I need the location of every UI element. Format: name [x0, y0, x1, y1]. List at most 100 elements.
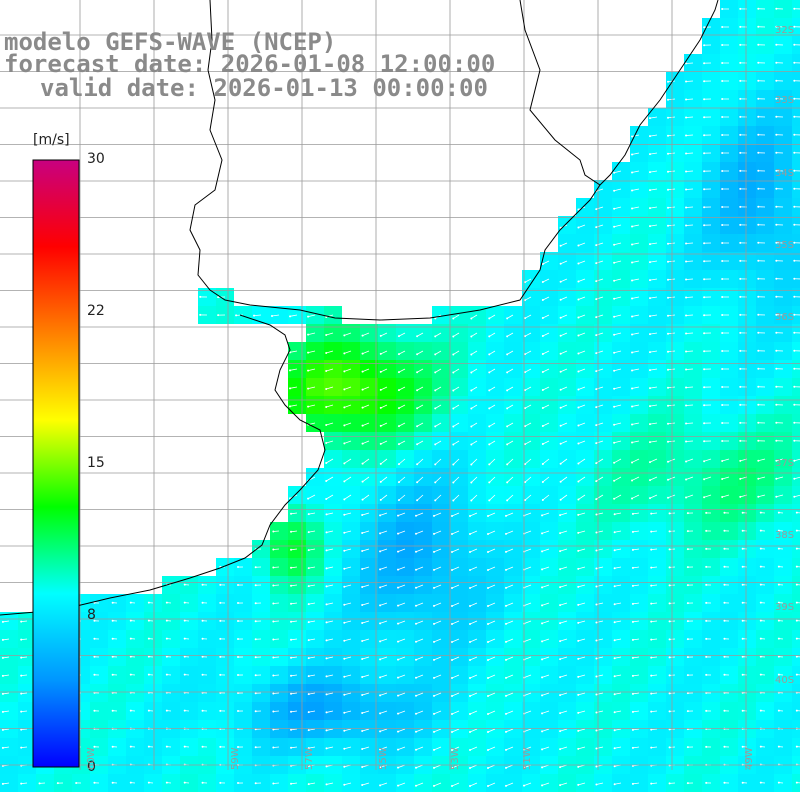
wind-arrow-head	[721, 7, 724, 10]
wind-arrow	[632, 728, 640, 731]
wind-arrow	[614, 602, 622, 605]
wind-arrow-head	[272, 656, 275, 659]
wind-arrow-head	[524, 299, 527, 302]
wind-arrow	[416, 458, 424, 465]
lat-label: 33S	[775, 95, 795, 106]
wind-arrow-head	[541, 298, 544, 301]
wind-arrow	[632, 530, 640, 533]
wind-arrow-head	[469, 694, 471, 697]
wind-arrow-head	[703, 296, 706, 299]
wind-arrow-head	[793, 133, 796, 136]
wind-arrow	[326, 350, 334, 354]
wind-arrow-head	[487, 532, 490, 535]
wind-arrow	[631, 476, 640, 481]
wind-arrow-head	[559, 748, 562, 751]
wind-arrow-head	[237, 692, 240, 695]
wind-arrow-head	[397, 499, 400, 502]
wind-arrow	[344, 656, 352, 660]
wind-arrow-head	[777, 511, 780, 514]
wind-arrow-head	[759, 601, 762, 604]
wind-arrow	[649, 206, 658, 209]
wind-arrow	[631, 350, 640, 353]
wind-arrow	[487, 710, 496, 715]
wind-arrow	[505, 584, 514, 589]
wind-arrow-head	[93, 655, 96, 658]
wind-arrow-head	[739, 7, 742, 10]
wind-arrow-head	[1, 782, 4, 785]
wind-arrow-head	[613, 297, 616, 300]
wind-arrow	[667, 188, 676, 191]
wind-arrow	[290, 638, 298, 641]
wind-arrow	[344, 602, 352, 606]
wind-arrow-head	[757, 241, 760, 244]
wind-arrow-head	[183, 745, 186, 748]
wind-arrow-head	[705, 583, 708, 586]
wind-arrow	[506, 440, 514, 445]
wind-arrow-head	[307, 693, 310, 696]
wind-arrow	[541, 674, 550, 678]
wind-arrow	[523, 620, 532, 625]
wind-arrow	[487, 638, 496, 643]
wind-arrow-head	[667, 260, 670, 263]
wind-arrow-head	[795, 601, 798, 604]
wind-arrow	[433, 746, 442, 751]
wind-arrow-head	[379, 462, 382, 465]
wind-arrow	[506, 368, 514, 373]
wind-arrow-head	[505, 712, 508, 715]
wind-arrow	[487, 620, 496, 625]
wind-arrow-head	[595, 729, 598, 732]
wind-arrow	[667, 368, 676, 371]
wind-arrow-head	[469, 550, 471, 553]
wind-arrow-head	[721, 97, 724, 100]
wind-arrow	[2, 782, 10, 785]
wind-arrow	[631, 314, 640, 317]
wind-arrow	[649, 458, 658, 463]
wind-arrow	[631, 206, 640, 209]
wind-arrow	[560, 512, 568, 516]
wind-arrow	[362, 530, 370, 534]
wind-arrow-head	[595, 424, 598, 427]
wind-arrow	[453, 494, 460, 501]
wind-arrow-head	[613, 497, 616, 500]
wind-arrow-head	[487, 748, 490, 751]
wind-arrow-head	[379, 604, 382, 607]
wind-arrow-head	[397, 568, 400, 571]
wind-arrow-head	[793, 477, 796, 480]
wind-arrow-head	[434, 499, 437, 502]
wind-arrow-head	[595, 406, 598, 409]
wind-arrow-head	[668, 674, 671, 677]
wind-arrow	[489, 314, 496, 319]
border-brazil-uruguay	[519, 0, 601, 186]
wind-arrow	[416, 368, 424, 373]
wind-arrow-head	[559, 712, 562, 715]
wind-arrow	[433, 584, 442, 589]
wind-arrow-head	[452, 371, 455, 374]
wind-arrow	[453, 314, 460, 319]
wind-arrow-head	[631, 620, 634, 623]
wind-arrow-head	[147, 709, 150, 712]
wind-arrow	[614, 674, 622, 677]
wind-arrow	[380, 476, 388, 483]
wind-arrow-head	[290, 692, 293, 695]
wind-arrow-head	[272, 566, 275, 569]
wind-arrow	[453, 476, 460, 483]
wind-arrow	[578, 494, 586, 500]
wind-arrow-head	[254, 692, 257, 695]
wind-arrow	[434, 476, 442, 483]
wind-arrow-head	[433, 532, 436, 535]
wind-arrow-head	[721, 151, 724, 154]
wind-arrow-head	[434, 389, 437, 392]
wind-arrow	[398, 404, 406, 409]
wind-arrow	[290, 782, 298, 785]
wind-arrow	[560, 710, 568, 714]
wind-arrow	[578, 422, 586, 426]
wind-arrow	[344, 548, 352, 552]
wind-arrow-head	[397, 353, 400, 356]
wind-arrow-head	[577, 783, 580, 786]
wind-arrow-head	[685, 152, 688, 155]
wind-arrow-head	[721, 385, 724, 388]
wind-arrow	[415, 746, 424, 751]
wind-arrow-head	[343, 531, 346, 534]
wind-arrow-head	[577, 747, 580, 750]
wind-arrow-head	[487, 730, 490, 733]
